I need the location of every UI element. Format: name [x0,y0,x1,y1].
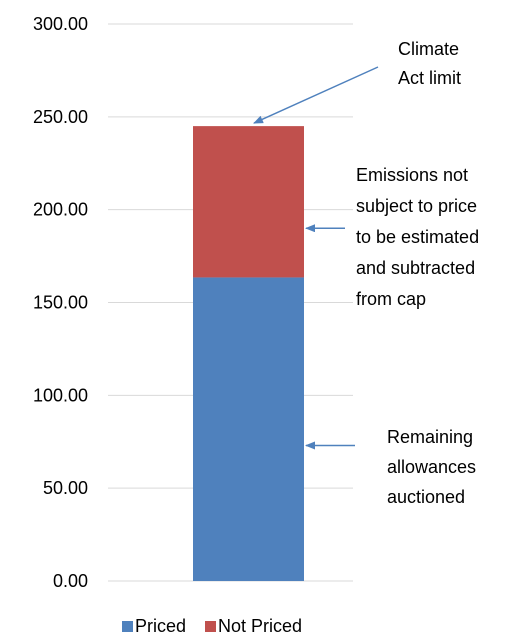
annotations: Climate Act limit Emissions not subject to … [253,39,479,507]
legend-label: Not Priced [218,616,302,636]
y-tick-label: 0.00 [53,571,88,591]
annotation-climate: Climate Act limit [398,39,461,88]
annotation-priced: Remaining allowances auctioned [387,427,476,507]
y-tick-label: 200.00 [33,200,88,220]
y-tick-label: 50.00 [43,478,88,498]
y-tick-label: 250.00 [33,107,88,127]
annotation-not-priced: Emissions not subject to price to be estim… [356,165,479,309]
y-tick-label: 100.00 [33,385,88,405]
bar-segment-priced [193,277,304,581]
bars [193,126,304,581]
bar-segment-not-priced [193,126,304,278]
y-tick-label: 150.00 [33,293,88,313]
legend-swatch [205,621,216,632]
legend-swatch [122,621,133,632]
y-tick-label: 300.00 [33,14,88,34]
y-axis-ticks: 0.00 50.00 100.00 150.00 200.00 250.00 300.00 [33,14,88,591]
legend-label: Priced [135,616,186,636]
legend: Priced Not Priced [122,616,302,636]
annotation-arrow-climate [253,66,379,124]
